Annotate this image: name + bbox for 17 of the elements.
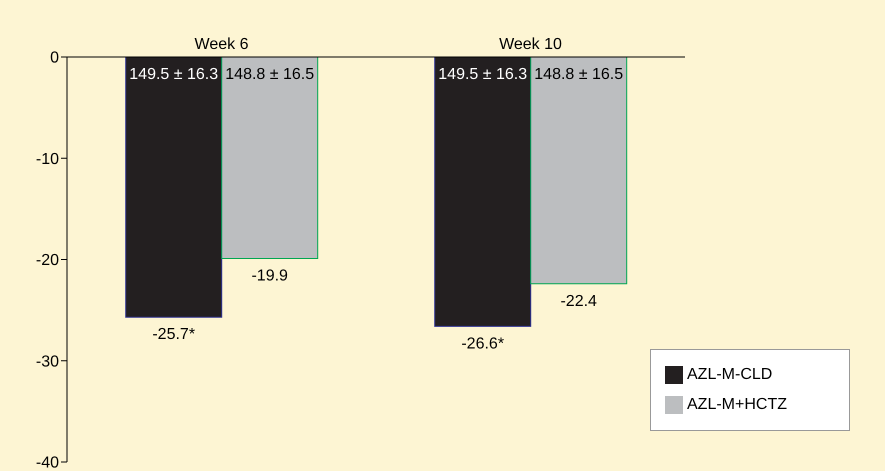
y-tick-label: -40 [36, 454, 60, 471]
y-tick-label: -10 [36, 150, 60, 168]
data-label: -25.7* [152, 326, 196, 344]
annotation: 149.5 ± 16.3 [129, 66, 218, 83]
legend-label: AZL-M+HCTZ [687, 396, 787, 413]
x-tick-label: Week 6 [194, 36, 249, 53]
legend-label: AZL-M-CLD [687, 366, 772, 383]
y-tick-label: 0 [50, 50, 60, 67]
annotation: 149.5 ± 16.3 [438, 66, 528, 83]
y-tick-label: -30 [36, 353, 60, 370]
x-tick-label: Week 10 [499, 36, 562, 53]
data-label: -26.6* [461, 335, 504, 352]
data-label: -19.9 [251, 267, 288, 284]
data-label: -22.4 [560, 292, 598, 310]
y-tick-label: -20 [36, 252, 60, 270]
annotation: 148.8 ± 16.5 [225, 66, 314, 83]
annotation: 148.8 ± 16.5 [534, 66, 624, 83]
